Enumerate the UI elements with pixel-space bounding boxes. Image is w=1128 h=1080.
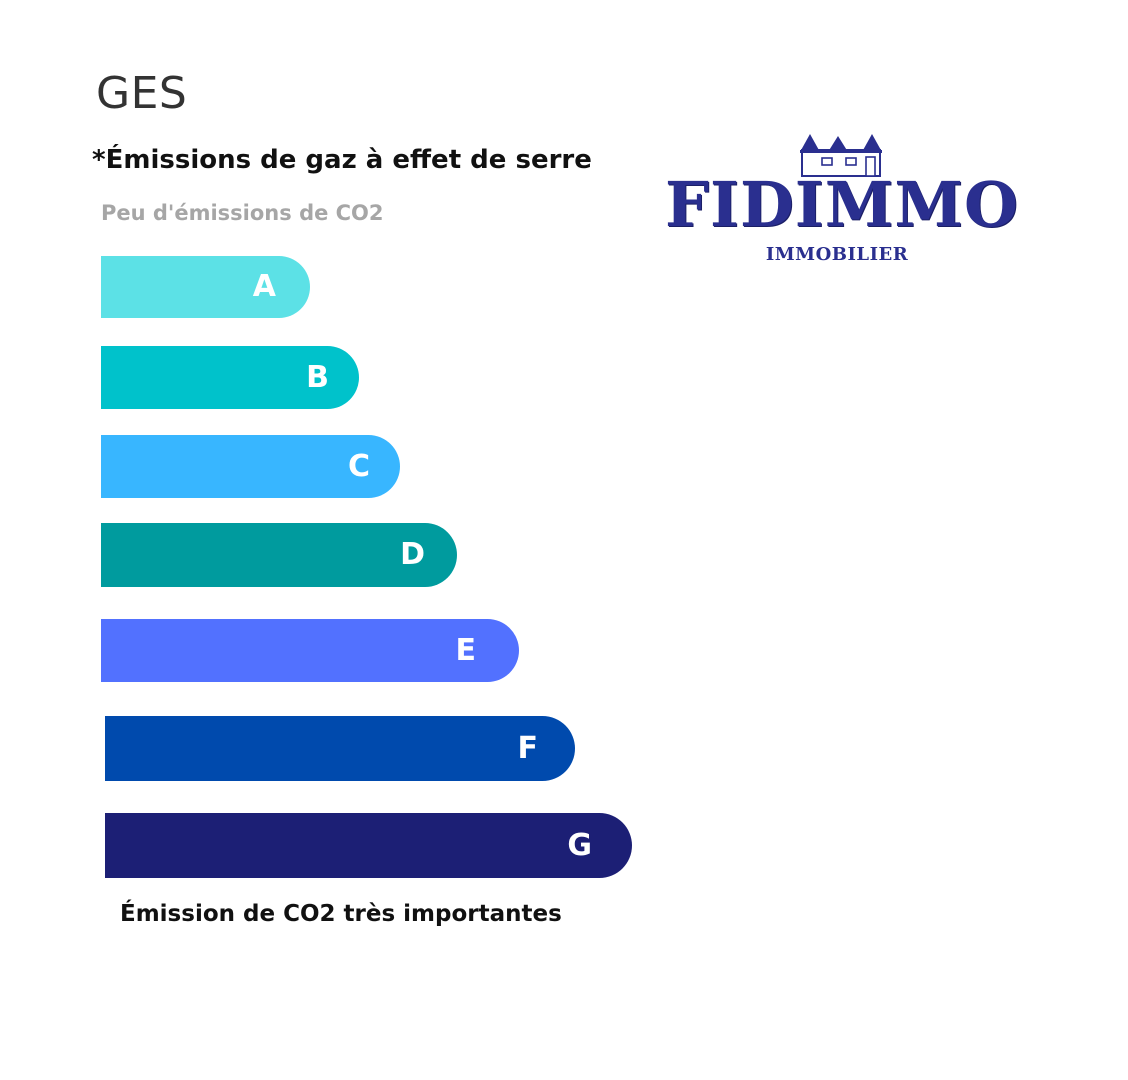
ges-bar-letter-g: G: [567, 827, 592, 863]
page-subtitle: *Émissions de gaz à effet de serre: [92, 145, 592, 175]
ges-bar-letter-f: F: [517, 730, 539, 766]
ges-bar-letter-a: A: [252, 269, 276, 304]
logo-tagline: IMMOBILIER: [765, 244, 909, 265]
ges-bar-a: A: [101, 256, 310, 318]
page-title: GES: [96, 68, 188, 119]
ges-bar-letter-c: C: [347, 448, 370, 484]
ges-bar-f: F: [105, 716, 575, 781]
scale-bottom-label: Émission de CO2 très importantes: [120, 901, 562, 927]
fidimmo-logo: FIDIMMO IMMOBILIER: [652, 132, 1032, 272]
scale-top-label: Peu d'émissions de CO2: [101, 201, 384, 225]
ges-bar-letter-b: B: [306, 359, 329, 395]
ges-bar-g: G: [105, 813, 632, 878]
ges-bar-b: B: [101, 346, 359, 409]
logo-wordmark: FIDIMMO: [664, 168, 1020, 241]
ges-bar-d: D: [101, 523, 457, 587]
ges-bar-letter-d: D: [400, 537, 425, 572]
ges-bar-letter-e: E: [455, 632, 477, 668]
ges-bar-c: C: [101, 435, 400, 498]
houses-icon: [800, 134, 882, 177]
ges-bar-e: E: [101, 619, 519, 682]
